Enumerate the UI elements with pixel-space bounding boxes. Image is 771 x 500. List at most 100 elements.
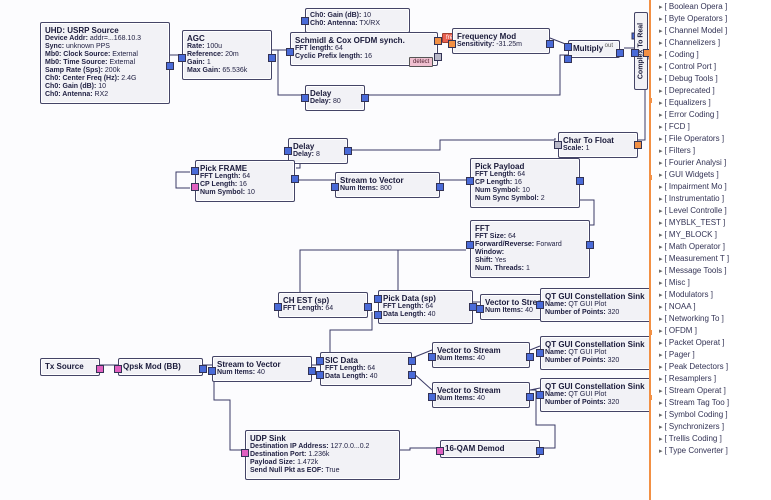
block-multiply[interactable]: Multiplyout (568, 40, 620, 58)
category-item[interactable]: [ Channel Model ] (651, 24, 771, 36)
port[interactable] (316, 357, 324, 365)
block-s2v2[interactable]: Stream to VectorNum Items: 40 (212, 356, 312, 382)
port[interactable] (301, 94, 309, 102)
port[interactable] (268, 54, 276, 62)
port[interactable] (308, 367, 316, 375)
complex-to-real-block[interactable]: Complex To Real (634, 12, 648, 90)
category-item[interactable]: [ Fourier Analysi ] (651, 156, 771, 168)
port[interactable] (114, 365, 122, 373)
block-top_small[interactable]: Ch0: Gain (dB): 10Ch0: Antenna: TX/RX (305, 8, 410, 33)
category-item[interactable]: [ Trellis Coding ] (651, 432, 771, 444)
category-item[interactable]: [ Impairment Mo ] (651, 180, 771, 192)
port[interactable] (286, 48, 294, 56)
block-v2s3[interactable]: Vector to StreamNum Items: 40 (432, 382, 530, 408)
category-item[interactable]: [ MYBLK_TEST ] (651, 216, 771, 228)
port[interactable] (436, 183, 444, 191)
block-schmidl[interactable]: Schmidl & Cox OFDM synch.FFT length: 64C… (290, 32, 438, 66)
category-item[interactable]: [ Type Converter ] (651, 444, 771, 456)
port[interactable] (466, 241, 474, 249)
category-item[interactable]: [ Boolean Opera ] (651, 0, 771, 12)
port[interactable] (178, 54, 186, 62)
port[interactable] (434, 37, 442, 45)
port[interactable] (344, 147, 352, 155)
port[interactable] (208, 367, 216, 375)
category-item[interactable]: [ Synchronizers ] (651, 420, 771, 432)
port[interactable] (199, 365, 207, 373)
port[interactable] (564, 55, 572, 63)
port[interactable] (436, 447, 444, 455)
port[interactable] (374, 311, 382, 319)
port[interactable] (564, 43, 572, 51)
port[interactable] (448, 40, 456, 48)
category-item[interactable]: [ Level Controlle ] (651, 204, 771, 216)
category-item[interactable]: [ Filters ] (651, 144, 771, 156)
block-qam[interactable]: 16-QAM Demod (440, 440, 540, 458)
port[interactable] (284, 147, 292, 155)
port[interactable] (428, 393, 436, 401)
port[interactable] (634, 141, 642, 149)
block-delay1[interactable]: DelayDelay: 80 (305, 85, 365, 111)
category-item[interactable]: [ Math Operator ] (651, 240, 771, 252)
port[interactable] (408, 357, 416, 365)
port[interactable] (526, 353, 534, 361)
block-c2f[interactable]: Char To FloatScale: 1 (558, 132, 638, 158)
category-item[interactable]: [ Stream Tag Too ] (651, 396, 771, 408)
port[interactable] (434, 53, 442, 61)
category-item[interactable]: [ Measurement T ] (651, 252, 771, 264)
block-pick_frame[interactable]: Pick FRAMEFFT Length: 64CP Length: 16Num… (195, 160, 295, 202)
port[interactable] (546, 40, 554, 48)
category-item[interactable]: [ NOAA ] (651, 300, 771, 312)
port[interactable] (476, 305, 484, 313)
block-qpsk[interactable]: Qpsk Mod (BB) (118, 358, 203, 376)
category-item[interactable]: [ Error Coding ] (651, 108, 771, 120)
port[interactable] (536, 349, 544, 357)
port[interactable] (166, 62, 174, 70)
category-item[interactable]: [ Resamplers ] (651, 372, 771, 384)
port[interactable] (374, 295, 382, 303)
port[interactable] (301, 17, 309, 25)
port[interactable] (361, 94, 369, 102)
block-pick_payload[interactable]: Pick PayloadFFT Length: 64CP Length: 16N… (470, 158, 580, 208)
port[interactable] (428, 353, 436, 361)
category-item[interactable]: [ Packet Operat ] (651, 336, 771, 348)
category-item[interactable]: [ Instrumentatio ] (651, 192, 771, 204)
block-v2s2[interactable]: Vector to StreamNum Items: 40 (432, 342, 530, 368)
port[interactable] (576, 177, 584, 185)
block-udp[interactable]: UDP SinkDestination IP Address: 127.0.0.… (245, 430, 400, 480)
port[interactable] (191, 183, 199, 191)
block-fft[interactable]: FFTFFT Size: 64Forward/Reverse: ForwardW… (470, 220, 590, 278)
port[interactable] (466, 177, 474, 185)
category-item[interactable]: [ Networking To ] (651, 312, 771, 324)
block-pickdata[interactable]: Pick Data (sp)FFT Length: 64Data Length:… (378, 290, 473, 324)
category-item[interactable]: [ Equalizers ] (651, 96, 771, 108)
category-item[interactable]: [ Deprecated ] (651, 84, 771, 96)
block-txsrc[interactable]: Tx Source (40, 358, 100, 376)
category-item[interactable]: [ Peak Detectors ] (651, 360, 771, 372)
category-item[interactable]: [ Byte Operators ] (651, 12, 771, 24)
port[interactable] (536, 391, 544, 399)
category-item[interactable]: [ Pager ] (651, 348, 771, 360)
block-sic[interactable]: SIC DataFFT Length: 64Data Length: 40 (320, 352, 412, 386)
port[interactable] (316, 371, 324, 379)
block-s2v1[interactable]: Stream to VectorNum Items: 800 (335, 172, 440, 198)
port[interactable] (364, 303, 372, 311)
category-item[interactable]: [ File Operators ] (651, 132, 771, 144)
category-item[interactable]: [ Control Port ] (651, 60, 771, 72)
block-agc[interactable]: AGCRate: 100uReference: 20mGain: 1Max Ga… (182, 30, 272, 80)
category-item[interactable]: [ OFDM ] (651, 324, 771, 336)
port[interactable] (191, 167, 199, 175)
port[interactable] (536, 301, 544, 309)
port[interactable] (616, 49, 624, 57)
category-item[interactable]: [ Misc ] (651, 276, 771, 288)
port[interactable] (291, 175, 299, 183)
block-freqmod[interactable]: Frequency ModSensitivity: -31.25m (452, 28, 550, 54)
block-delay2[interactable]: DelayDelay: 8 (288, 138, 348, 164)
category-item[interactable]: [ Message Tools ] (651, 264, 771, 276)
port[interactable] (526, 393, 534, 401)
port[interactable] (536, 447, 544, 455)
block-usrp[interactable]: UHD: USRP SourceDevice Addr: addr=...168… (40, 22, 170, 104)
flowgraph-canvas[interactable]: Complex To Real UHD: USRP SourceDevice A… (0, 0, 651, 500)
block-tree-sidebar[interactable]: [ Boolean Opera ][ Byte Operators ][ Cha… (649, 0, 771, 500)
block-chest[interactable]: CH EST (sp)FFT Length: 64 (278, 292, 368, 318)
port[interactable] (331, 183, 339, 191)
